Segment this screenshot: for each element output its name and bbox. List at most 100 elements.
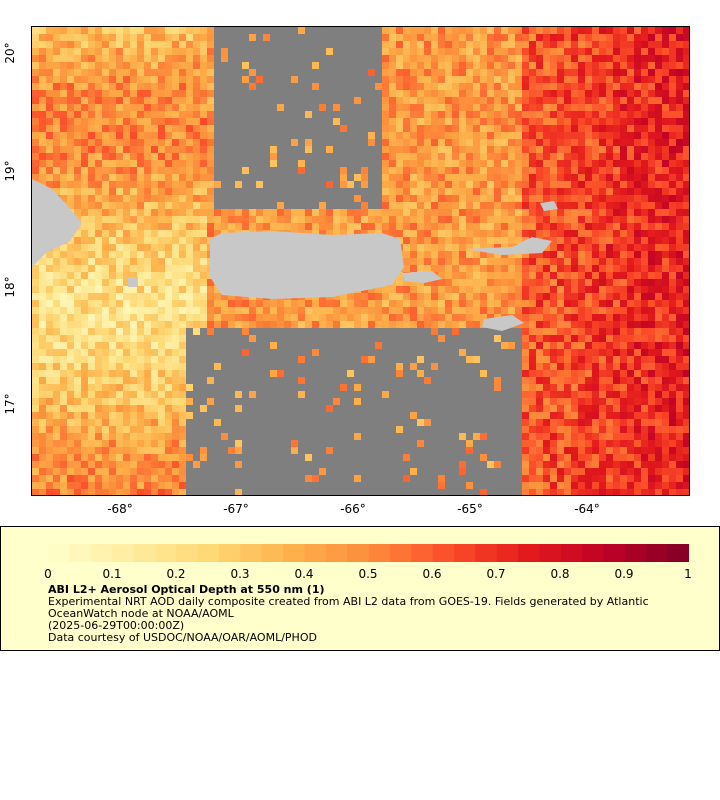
aod-pixel (676, 440, 683, 447)
aod-pixel (613, 475, 620, 482)
aod-pixel (123, 146, 130, 153)
aod-pixel (214, 223, 221, 230)
aod-pixel (74, 398, 81, 405)
aod-pixel (333, 321, 340, 328)
aod-pixel (599, 97, 606, 104)
aod-pixel (648, 41, 655, 48)
aod-pixel (613, 363, 620, 370)
aod-pixel (424, 139, 431, 146)
aod-pixel (571, 153, 578, 160)
aod-pixel (326, 181, 333, 188)
aod-pixel (522, 349, 529, 356)
aod-pixel (501, 167, 508, 174)
aod-pixel (683, 258, 689, 265)
aod-pixel (109, 293, 116, 300)
aod-pixel (550, 251, 557, 258)
aod-pixel (172, 335, 179, 342)
aod-pixel (445, 34, 452, 41)
aod-pixel (81, 188, 88, 195)
aod-pixel (578, 167, 585, 174)
aod-pixel (193, 125, 200, 132)
aod-pixel (564, 398, 571, 405)
aod-pixel (578, 335, 585, 342)
aod-pixel (144, 321, 151, 328)
aod-pixel (109, 447, 116, 454)
aod-pixel (613, 174, 620, 181)
aod-pixel (102, 216, 109, 223)
aod-pixel (32, 153, 39, 160)
aod-pixel (95, 433, 102, 440)
aod-pixel (88, 34, 95, 41)
aod-pixel (452, 27, 459, 34)
aod-pixel (179, 251, 186, 258)
aod-pixel (585, 34, 592, 41)
aod-pixel (95, 125, 102, 132)
aod-pixel (543, 447, 550, 454)
aod-pixel (662, 286, 669, 293)
aod-pixel (67, 83, 74, 90)
aod-pixel (81, 279, 88, 286)
aod-pixel (123, 223, 130, 230)
aod-pixel (592, 202, 599, 209)
aod-pixel (564, 111, 571, 118)
aod-pixel (179, 426, 186, 433)
aod-pixel (361, 202, 368, 209)
aod-pixel (613, 132, 620, 139)
colorbar-step (539, 544, 562, 562)
aod-pixel (403, 153, 410, 160)
aod-pixel (39, 489, 46, 495)
aod-pixel (424, 377, 431, 384)
aod-pixel (53, 433, 60, 440)
aod-pixel (67, 356, 74, 363)
aod-pixel (620, 412, 627, 419)
aod-pixel (599, 475, 606, 482)
aod-pixel (39, 356, 46, 363)
aod-pixel (648, 132, 655, 139)
aod-pixel (361, 230, 368, 237)
aod-pixel (158, 447, 165, 454)
aod-pixel (445, 48, 452, 55)
aod-pixel (564, 384, 571, 391)
aod-pixel (53, 272, 60, 279)
aod-pixel (529, 181, 536, 188)
aod-pixel (144, 314, 151, 321)
aod-pixel (669, 111, 676, 118)
aod-pixel (291, 139, 298, 146)
aod-pixel (557, 454, 564, 461)
aod-pixel (585, 132, 592, 139)
aod-pixel (564, 454, 571, 461)
aod-pixel (81, 167, 88, 174)
aod-pixel (571, 391, 578, 398)
aod-pixel (403, 454, 410, 461)
aod-pixel (655, 202, 662, 209)
aod-pixel (39, 265, 46, 272)
aod-pixel (88, 342, 95, 349)
aod-pixel (291, 209, 298, 216)
aod-pixel (270, 153, 277, 160)
aod-pixel (39, 160, 46, 167)
aod-pixel (382, 69, 389, 76)
aod-pixel (102, 195, 109, 202)
aod-pixel (480, 188, 487, 195)
aod-pixel (67, 139, 74, 146)
aod-pixel (606, 405, 613, 412)
aod-pixel (74, 111, 81, 118)
aod-pixel (620, 328, 627, 335)
aod-pixel (557, 104, 564, 111)
aod-pixel (32, 174, 39, 181)
aod-pixel (74, 237, 81, 244)
aod-pixel (627, 433, 634, 440)
aod-pixel (165, 356, 172, 363)
aod-pixel (648, 146, 655, 153)
aod-pixel (557, 167, 564, 174)
aod-pixel (32, 90, 39, 97)
aod-pixel (130, 398, 137, 405)
aod-pixel (95, 335, 102, 342)
aod-pixel (81, 62, 88, 69)
aod-pixel (522, 482, 529, 489)
aod-pixel (39, 97, 46, 104)
colorbar-tick-label: 0.4 (294, 567, 314, 581)
aod-pixel (550, 265, 557, 272)
aod-pixel (137, 384, 144, 391)
aod-pixel (543, 398, 550, 405)
